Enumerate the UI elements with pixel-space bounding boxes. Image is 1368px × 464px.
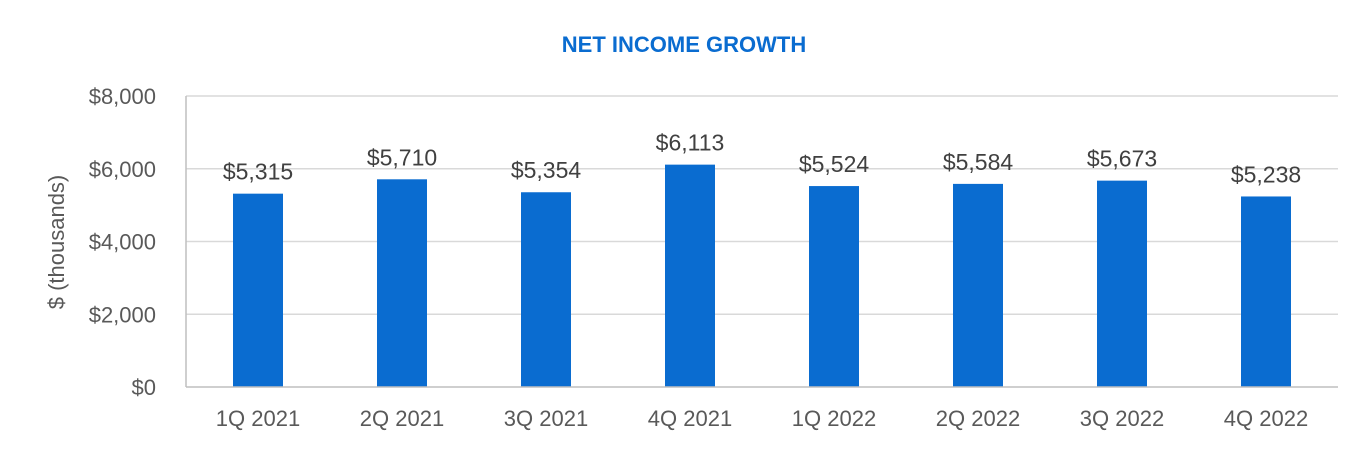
x-tick-label: 1Q 2022 — [792, 406, 876, 431]
data-label: $5,710 — [367, 144, 437, 170]
data-label: $5,584 — [943, 149, 1014, 175]
bars — [233, 164, 1291, 387]
x-tick-label: 1Q 2021 — [216, 406, 300, 431]
y-tick-label: $4,000 — [89, 230, 156, 255]
bar — [953, 183, 1003, 387]
bar — [665, 164, 715, 387]
data-label: $5,238 — [1231, 161, 1301, 187]
data-labels: $5,315 $5,710 $5,354 $6,113 $5,524 $5,584 $5,6… — [223, 130, 1301, 188]
data-label: $5,315 — [223, 159, 293, 185]
x-tick-label: 4Q 2022 — [1224, 406, 1308, 431]
axes: $0 $2,000 $4,000 $6,000 $8,000 1Q 2021 2Q 2021… — [89, 84, 1338, 431]
data-label: $5,673 — [1087, 146, 1157, 172]
data-label: $6,113 — [656, 130, 725, 156]
bar — [1097, 180, 1147, 387]
y-axis-label: $ (thousands) — [44, 175, 69, 310]
x-tick-label: 4Q 2021 — [648, 406, 732, 431]
data-label: $5,354 — [511, 157, 582, 183]
bar — [233, 193, 283, 387]
y-tick-label: $0 — [132, 375, 156, 400]
y-tick-label: $8,000 — [89, 84, 156, 109]
x-tick-label: 3Q 2022 — [1080, 406, 1164, 431]
chart-title: NET INCOME GROWTH — [562, 32, 806, 57]
bar — [1241, 196, 1291, 387]
gridlines — [186, 95, 1338, 315]
y-tick-label: $2,000 — [89, 302, 156, 327]
x-tick-label: 3Q 2021 — [504, 406, 588, 431]
x-tick-label: 2Q 2021 — [360, 406, 444, 431]
data-label: $5,524 — [799, 151, 870, 177]
bar — [521, 192, 571, 387]
bar — [377, 179, 427, 387]
bar — [809, 186, 859, 387]
y-tick-label: $6,000 — [89, 157, 156, 182]
x-tick-label: 2Q 2022 — [936, 406, 1020, 431]
